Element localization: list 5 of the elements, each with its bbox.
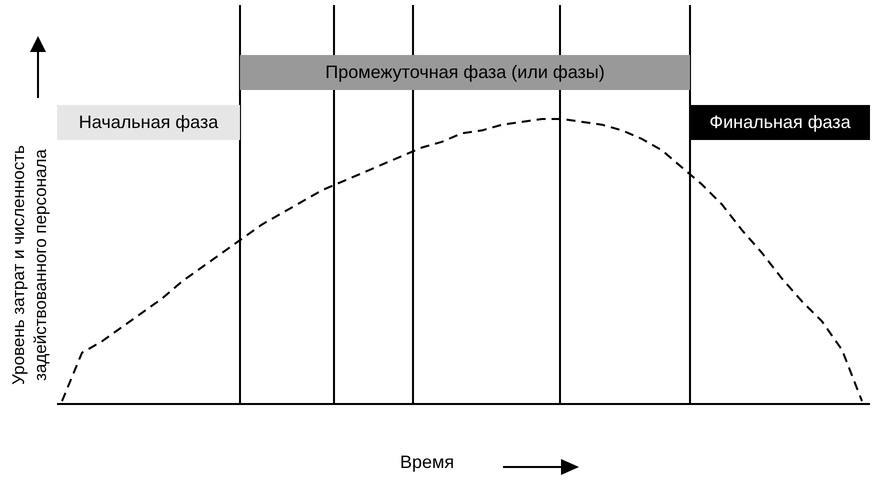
annotation: Начальная фаза <box>57 105 240 140</box>
y-axis-title: Уровень затрат и численность задействованного персонала <box>8 144 51 387</box>
x-axis-title: Время <box>400 452 454 473</box>
annotation: Финальная фаза <box>690 105 870 140</box>
text: Промежуточная фаза (или фазы) <box>240 55 690 90</box>
